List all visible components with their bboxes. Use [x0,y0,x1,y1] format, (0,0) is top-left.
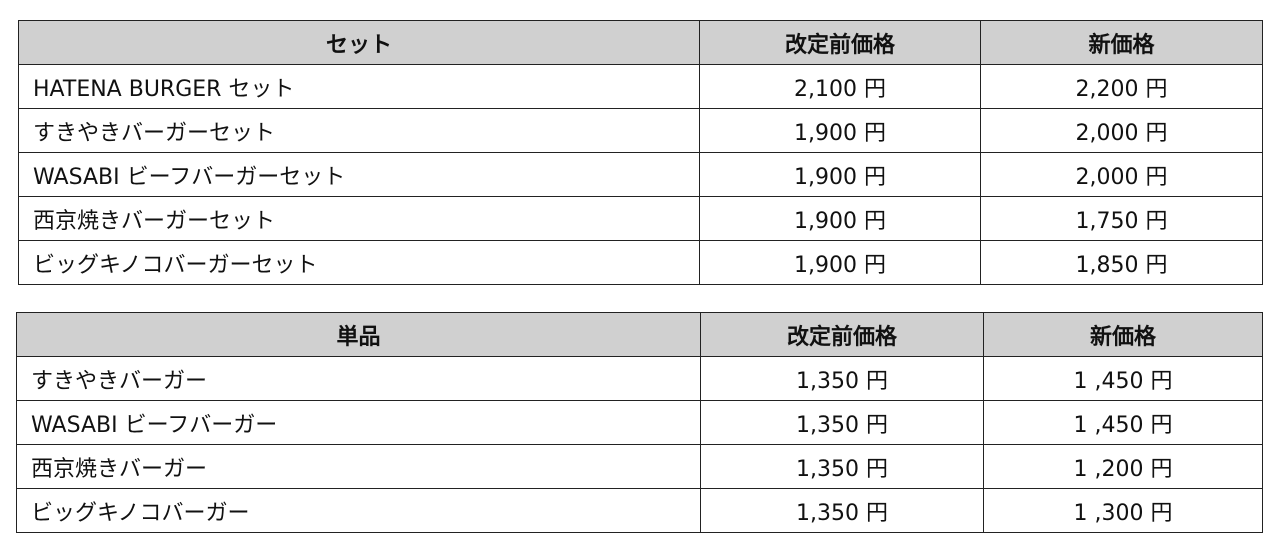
old-price-cell: 1,900 円 [699,196,981,241]
new-price-cell: 1,750 円 [980,196,1263,241]
old-price-cell: 1,350 円 [700,488,984,533]
item-name-cell: すきやきバーガーセット [18,108,700,153]
old-price-cell: 2,100 円 [699,64,981,109]
table-row: ビッグキノコバーガーセット 1,900 円 1,850 円 [18,240,1263,285]
old-price-cell: 1,900 円 [699,152,981,197]
new-price-cell: 2,000 円 [980,108,1263,153]
column-header-item-name: 単品 [16,312,701,357]
new-price-cell: 1,850 円 [980,240,1263,285]
new-price-cell: 1 ,450 円 [983,400,1263,445]
item-name-cell: 西京焼きバーガー [16,444,701,489]
set-price-table: セット 改定前価格 新価格 HATENA BURGER セット 2,100 円 2,20… [18,20,1263,285]
new-price-cell: 2,000 円 [980,152,1263,197]
item-name-cell: すきやきバーガー [16,356,701,401]
new-price-cell: 1 ,300 円 [983,488,1263,533]
new-price-cell: 2,200 円 [980,64,1263,109]
item-name-cell: ビッグキノコバーガーセット [18,240,700,285]
item-name-cell: 西京焼きバーガーセット [18,196,700,241]
old-price-cell: 1,350 円 [700,356,984,401]
new-price-cell: 1 ,200 円 [983,444,1263,489]
item-name-cell: WASABI ビーフバーガー [16,400,701,445]
item-name-cell: HATENA BURGER セット [18,64,700,109]
column-header-old-price: 改定前価格 [700,312,984,357]
table-row: HATENA BURGER セット 2,100 円 2,200 円 [18,64,1263,109]
column-header-old-price: 改定前価格 [699,20,981,65]
table-row: 西京焼きバーガーセット 1,900 円 1,750 円 [18,196,1263,241]
column-header-new-price: 新価格 [980,20,1263,65]
old-price-cell: 1,350 円 [700,444,984,489]
item-name-cell: WASABI ビーフバーガーセット [18,152,700,197]
table-row: WASABI ビーフバーガーセット 1,900 円 2,000 円 [18,152,1263,197]
new-price-cell: 1 ,450 円 [983,356,1263,401]
table-row: すきやきバーガーセット 1,900 円 2,000 円 [18,108,1263,153]
column-header-item-name: セット [18,20,700,65]
old-price-cell: 1,900 円 [699,240,981,285]
old-price-cell: 1,900 円 [699,108,981,153]
header-row: 単品 改定前価格 新価格 [16,312,1263,357]
old-price-cell: 1,350 円 [700,400,984,445]
column-header-new-price: 新価格 [983,312,1263,357]
header-row: セット 改定前価格 新価格 [18,20,1263,65]
item-name-cell: ビッグキノコバーガー [16,488,701,533]
